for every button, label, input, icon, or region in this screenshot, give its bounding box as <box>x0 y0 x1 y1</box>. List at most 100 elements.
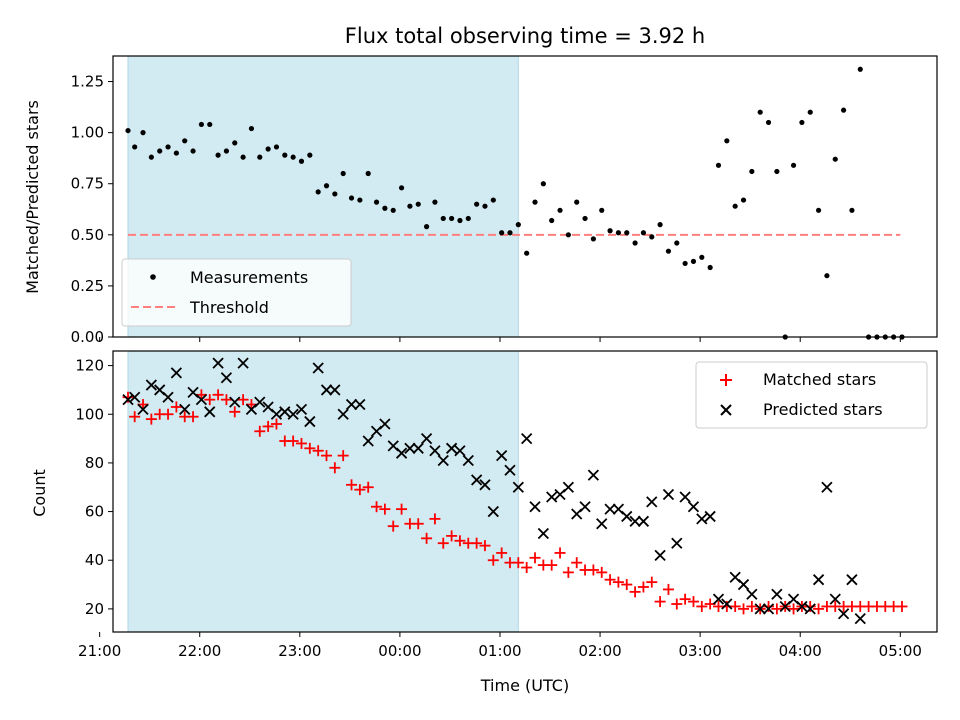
matched-star-point <box>212 389 224 401</box>
measurement-point <box>132 144 138 150</box>
predicted-star-point <box>179 403 191 416</box>
matched-star-point <box>813 603 825 615</box>
matched-star-point <box>262 420 274 432</box>
predicted-star-point <box>145 379 158 391</box>
predicted-star-point <box>362 435 374 447</box>
measurement-point <box>248 125 255 132</box>
measurement-point <box>382 205 388 211</box>
measurement-point <box>474 201 480 207</box>
predicted-star-point <box>504 464 516 476</box>
matched-star-point <box>145 413 157 425</box>
legend-matched-marker <box>720 374 732 386</box>
measurement-point <box>273 144 280 150</box>
matched-star-point <box>771 603 783 615</box>
measurement-point <box>182 138 188 144</box>
predicted-star-point <box>312 362 324 374</box>
y-tick-label: 1.25 <box>71 73 104 91</box>
matched-star-point <box>662 583 674 595</box>
measurement-point <box>524 250 530 256</box>
predicted-star-point <box>429 445 441 457</box>
measurement-point <box>790 162 797 168</box>
y-tick-label: 20 <box>85 600 104 618</box>
observing-span-shade <box>127 350 519 633</box>
matched-star-point <box>496 547 508 559</box>
matched-star-point <box>604 574 616 586</box>
matched-star-point <box>729 600 741 612</box>
predicted-star-point <box>821 481 833 493</box>
y-tick-label: 100 <box>75 405 104 423</box>
predicted-star-point <box>237 357 249 369</box>
matched-star-point <box>621 579 633 591</box>
y-tick-label: 120 <box>75 357 104 375</box>
measurement-point <box>515 222 521 228</box>
predicted-star-point <box>270 408 283 420</box>
predicted-star-point <box>354 398 366 411</box>
measurement-point <box>432 199 438 205</box>
matched-star-point <box>270 418 282 430</box>
matched-star-point <box>204 394 216 406</box>
predicted-star-point <box>562 481 575 493</box>
measurement-point <box>657 222 663 228</box>
measurement-point <box>540 181 546 187</box>
matched-star-point <box>479 540 491 552</box>
count-points <box>122 357 908 625</box>
measurement-point <box>140 130 146 136</box>
measurement-point <box>774 168 780 175</box>
matched-star-point <box>746 600 758 612</box>
predicted-star-point <box>812 574 825 586</box>
predicted-star-point <box>379 418 391 430</box>
ratio-y-axis-label: Matched/Predicted stars <box>23 100 42 294</box>
measurement-point <box>282 152 288 158</box>
predicted-star-point <box>687 501 700 513</box>
matched-star-point <box>412 518 424 530</box>
measurement-point <box>707 264 713 271</box>
matched-star-point <box>129 411 141 423</box>
x-tick-label: 04:00 <box>779 642 822 660</box>
matched-star-point <box>763 600 775 612</box>
matched-star-point <box>421 532 433 544</box>
legend-predicted-marker <box>720 404 732 416</box>
measurement-point <box>190 148 196 154</box>
measurement-point <box>240 154 246 160</box>
measurement-points <box>125 66 905 340</box>
measurement-point <box>125 127 131 134</box>
measurement-point <box>715 162 722 168</box>
predicted-star-point <box>671 537 683 549</box>
measurement-point <box>440 215 446 222</box>
y-tick-label: 60 <box>85 503 104 521</box>
matched-star-point <box>529 552 541 564</box>
predicted-star-point <box>721 598 733 610</box>
measurement-point <box>615 230 622 236</box>
measurement-point <box>682 260 688 267</box>
measurement-point <box>640 230 647 236</box>
measurement-point <box>257 154 263 160</box>
predicted-star-point <box>122 394 134 406</box>
measurement-point <box>840 107 847 113</box>
y-tick-label: 0.75 <box>71 175 104 193</box>
matched-star-point <box>896 600 908 612</box>
matched-star-point <box>379 503 391 515</box>
x-tick-label: 23:00 <box>278 642 321 660</box>
measurement-point <box>390 207 396 213</box>
predicted-star-point <box>295 403 308 416</box>
measurement-point <box>373 199 380 205</box>
measurement-point <box>323 183 330 189</box>
measurement-point <box>340 170 346 177</box>
measurement-point <box>232 140 238 146</box>
measurement-point <box>332 191 338 197</box>
predicted-star-point <box>712 593 725 605</box>
legend-threshold-label: Threshold <box>189 298 269 317</box>
measurement-point <box>765 119 772 126</box>
matched-star-point <box>512 557 524 569</box>
predicted-star-point <box>737 578 750 591</box>
measurement-point <box>165 144 171 150</box>
predicted-star-point <box>637 515 650 527</box>
measurement-point <box>449 215 455 222</box>
count-panel-frame <box>112 350 938 633</box>
matched-star-point <box>437 537 449 549</box>
measurement-point <box>815 207 822 213</box>
matched-star-point <box>354 484 366 496</box>
predicted-star-point <box>229 396 241 408</box>
matched-star-point <box>587 564 599 576</box>
